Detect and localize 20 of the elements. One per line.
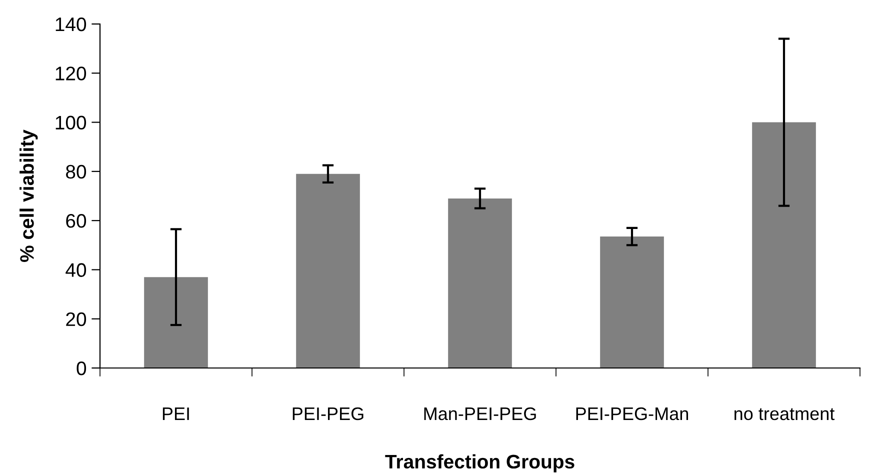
y-tick-label: 0: [76, 361, 86, 376]
bar: [448, 198, 512, 368]
x-axis-title: Transfection Groups: [385, 454, 574, 472]
y-tick-label: 100: [56, 116, 86, 130]
bar: [144, 277, 208, 368]
bar: [752, 122, 816, 368]
x-tick-label: PEI-PEG: [292, 407, 364, 420]
y-tick-label: 80: [66, 164, 86, 179]
x-tick-label: no treatment: [734, 408, 835, 420]
y-tick-label: 120: [56, 66, 86, 80]
y-tick-label: 60: [66, 214, 86, 228]
y-tick-label: 140: [56, 17, 86, 32]
y-tick-label: 40: [66, 263, 86, 277]
y-axis-title: % cell viability: [20, 130, 38, 262]
y-tick-label: 20: [66, 312, 86, 326]
x-tick-label: Man-PEI-PEG: [424, 407, 536, 420]
x-tick-label: PEI-PEG-Man: [576, 407, 688, 420]
bar: [600, 236, 664, 368]
x-tick-label: PEI: [162, 408, 189, 420]
bar: [296, 174, 360, 368]
